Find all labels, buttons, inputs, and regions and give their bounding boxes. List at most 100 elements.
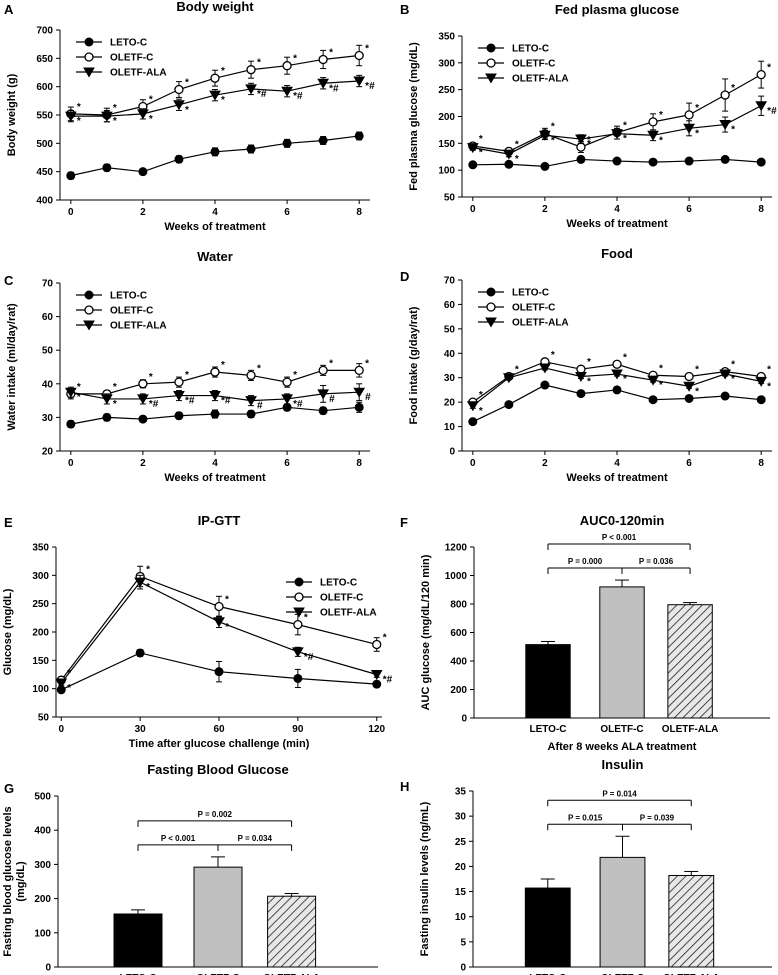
y-tick-label: 800 bbox=[450, 600, 467, 611]
data-point bbox=[504, 400, 514, 410]
data-point bbox=[502, 373, 515, 384]
data-point bbox=[66, 171, 76, 181]
data-point bbox=[173, 391, 185, 402]
data-point bbox=[720, 154, 730, 164]
y-tick-label: 550 bbox=[36, 111, 53, 122]
significance-mark: * bbox=[77, 392, 81, 403]
chart-panel-f: 0 200 400 600 800 1000 1200 F AUC0-120min After 8… bbox=[400, 513, 770, 753]
significance-mark: * bbox=[77, 382, 81, 393]
chart-panel-d: 0 10 20 30 40 50 60 70 0 2 4 6 8 D Food Weeks of treatm… bbox=[400, 246, 772, 484]
data-point bbox=[174, 377, 184, 387]
significance-mark: * bbox=[587, 376, 591, 387]
significance-mark: * bbox=[659, 135, 663, 146]
significance-mark: *# bbox=[221, 396, 231, 407]
chart-panel-a: 400 450 500 550 600 650 700 0 2 4 6 8 A Body weight We… bbox=[4, 0, 375, 233]
x-category-label: LETO-C bbox=[529, 724, 566, 735]
data-point bbox=[647, 130, 659, 141]
y-tick-label: 500 bbox=[36, 139, 53, 150]
legend-label: OLETF-C bbox=[512, 59, 555, 70]
y-tick-label: 50 bbox=[42, 346, 54, 357]
x-axis-label: Time after glucose challenge (min) bbox=[129, 738, 310, 750]
bar-oletf-c bbox=[193, 866, 243, 968]
significance-mark: * bbox=[383, 632, 387, 643]
legend-marker bbox=[293, 607, 305, 618]
x-tick-label: 6 bbox=[686, 204, 692, 215]
p-value-label: P = 0.034 bbox=[238, 834, 273, 843]
x-category-label: LETO-C bbox=[119, 973, 156, 975]
significance-mark: *# bbox=[304, 652, 314, 663]
x-tick-label: 6 bbox=[686, 458, 692, 469]
significance-mark: * bbox=[695, 103, 699, 114]
significance-mark: * bbox=[77, 102, 81, 113]
data-point bbox=[612, 156, 622, 166]
legend-label: OLETF-ALA bbox=[320, 608, 377, 619]
x-category-label: OLETF-ALA bbox=[263, 973, 320, 975]
data-point bbox=[138, 167, 148, 177]
data-point bbox=[370, 670, 383, 680]
data-point bbox=[174, 411, 184, 421]
data-point bbox=[684, 393, 694, 403]
comparison-bracket: P = 0.036 bbox=[621, 557, 691, 575]
y-tick-label: 5 bbox=[460, 937, 466, 948]
x-category-label: OLETF-C bbox=[196, 973, 239, 975]
data-point bbox=[318, 406, 328, 416]
y-tick-label: 300 bbox=[34, 860, 51, 871]
significance-mark: * bbox=[659, 110, 663, 121]
data-point bbox=[246, 144, 256, 154]
series-oletf-ala: * * * * * * * bbox=[466, 363, 771, 417]
data-point bbox=[648, 117, 658, 127]
significance-mark: * bbox=[221, 95, 225, 106]
series-oletf-ala: * * * * * *# *# *# *# bbox=[64, 74, 375, 127]
significance-mark: * bbox=[185, 105, 189, 116]
x-tick-label: 6 bbox=[284, 207, 290, 218]
legend-label: OLETF-ALA bbox=[110, 68, 167, 79]
y-tick-label: 20 bbox=[42, 447, 54, 458]
data-point bbox=[100, 111, 113, 122]
y-tick-label: 20 bbox=[455, 862, 467, 873]
legend-marker bbox=[84, 52, 94, 62]
x-category-label: OLETF-ALA bbox=[662, 724, 719, 735]
data-point bbox=[611, 129, 623, 140]
y-axis-label-line: Fasting blood glucose levels bbox=[2, 806, 14, 956]
legend-marker bbox=[84, 290, 94, 300]
data-point bbox=[611, 369, 623, 380]
legend-marker bbox=[83, 320, 95, 331]
y-tick-label: 50 bbox=[444, 324, 456, 335]
p-value-label: P = 0.039 bbox=[640, 813, 675, 822]
legend-label: OLETF-ALA bbox=[512, 318, 569, 329]
data-point bbox=[209, 391, 221, 402]
data-point bbox=[213, 617, 225, 628]
significance-mark: * bbox=[695, 364, 699, 375]
data-point bbox=[138, 414, 148, 424]
significance-mark: *# bbox=[383, 675, 393, 686]
x-tick-label: 0 bbox=[470, 204, 476, 215]
y-axis-label: Food intake (g/day/rat) bbox=[408, 306, 420, 424]
series-oletf-ala: ** *# *# *# # *# # # bbox=[64, 383, 371, 412]
legend-label: LETO-C bbox=[110, 291, 147, 302]
x-axis-label: Weeks of treatment bbox=[566, 472, 668, 484]
panel-letter: F bbox=[400, 515, 408, 530]
bar-oletf-ala bbox=[267, 895, 317, 968]
data-point bbox=[102, 412, 112, 422]
data-point bbox=[684, 110, 694, 120]
significance-mark: * bbox=[731, 125, 735, 136]
significance-mark: * bbox=[293, 370, 297, 381]
y-axis-label: AUC glucose (mg/dL/120 min) bbox=[420, 554, 432, 710]
y-tick-label: 250 bbox=[438, 85, 455, 96]
significance-mark: # bbox=[329, 394, 335, 405]
y-tick-label: 600 bbox=[36, 82, 53, 93]
y-tick-label: 250 bbox=[32, 599, 49, 610]
data-point bbox=[281, 394, 293, 405]
significance-mark: * bbox=[221, 360, 225, 371]
y-tick-label: 0 bbox=[449, 447, 455, 458]
legend-label: LETO-C bbox=[110, 38, 147, 49]
comparison-bracket: P = 0.034 bbox=[217, 834, 293, 851]
significance-mark: # bbox=[257, 401, 263, 412]
bar-leto-c bbox=[525, 644, 571, 719]
significance-mark: * bbox=[113, 116, 117, 127]
y-tick-label: 400 bbox=[36, 196, 53, 207]
legend-marker bbox=[294, 577, 304, 587]
x-category-label: OLETF-C bbox=[601, 973, 644, 975]
y-tick-label: 600 bbox=[450, 628, 467, 639]
